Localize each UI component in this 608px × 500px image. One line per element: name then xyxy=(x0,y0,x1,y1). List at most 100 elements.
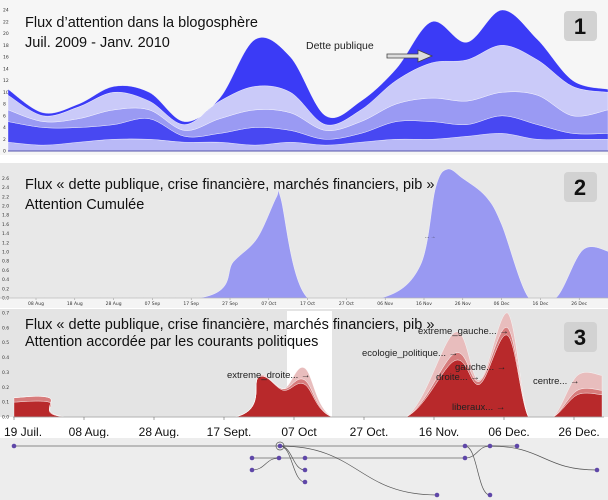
x-tick-label: 28 Aug. xyxy=(139,425,180,439)
x-tick-label: 27 Oct. xyxy=(350,425,389,439)
label-centre: centre... → xyxy=(533,376,579,387)
panel-1-subtitle: Juil. 2009 - Janv. 2010 xyxy=(25,35,170,51)
y-tick-label: 0.0 xyxy=(2,296,9,302)
y-tick-label: 2.2 xyxy=(2,194,9,200)
panel-2-cumulative-attention: 0.0 0.2 0.4 0.6 0.8 1.0 1.2 1.4 1.6 1.8 2.0 2.2 2.4 2… xyxy=(0,163,608,308)
x-tick-label: 08 Aug xyxy=(28,301,44,307)
y-tick-label: 2 xyxy=(3,137,6,143)
y-tick-label: 0.1 xyxy=(2,400,9,406)
panel-2-annotation: ... → xyxy=(425,234,436,240)
x-tick-label: 27 Oct xyxy=(339,301,354,307)
network-link xyxy=(279,445,438,496)
y-tick-label: 1.8 xyxy=(2,213,9,219)
x-tick-label: 07 Oct xyxy=(281,425,317,439)
x-tick-label: 17 Oct xyxy=(300,301,315,307)
y-tick-label: 0.2 xyxy=(2,286,9,292)
network-node xyxy=(302,455,308,461)
label-gauche: gauche... → xyxy=(455,362,506,373)
x-tick-label: 06 Dec. xyxy=(488,425,529,439)
network-node xyxy=(487,492,493,498)
network-node xyxy=(594,467,600,473)
network-node xyxy=(434,492,440,498)
x-tick-label: 18 Aug xyxy=(67,301,83,307)
x-tick-label: 07 Sep xyxy=(145,301,161,307)
x-tick-label: 26 Nov xyxy=(455,301,471,307)
network-node xyxy=(487,443,493,449)
y-tick-label: 1.6 xyxy=(2,222,9,228)
y-tick-label: 2.6 xyxy=(2,176,9,182)
x-tick-label: 06 Nov xyxy=(377,301,393,307)
label-extreme-gauche: extreme_gauche... → xyxy=(418,326,509,337)
network-node xyxy=(514,443,520,449)
label-liberaux: liberaux... → xyxy=(452,402,505,413)
network-node xyxy=(302,467,308,473)
network-node xyxy=(249,467,255,473)
panel-3-y-axis: 0.0 0.1 0.2 0.3 0.4 0.5 0.6 0.7 xyxy=(2,310,9,420)
network-node xyxy=(462,443,468,449)
panel-3-badge xyxy=(564,322,597,352)
x-tick-label: 28 Aug xyxy=(106,301,122,307)
panel-2-subtitle: Attention Cumulée xyxy=(25,197,144,213)
y-tick-label: 20 xyxy=(3,31,9,37)
dette-publique-annotation: Dette publique xyxy=(306,40,374,52)
x-tick-label: 16 Nov xyxy=(416,301,432,307)
y-tick-label: 10 xyxy=(3,90,9,96)
y-tick-label: 14 xyxy=(3,66,9,72)
x-tick-label: 16 Nov. xyxy=(419,425,459,439)
y-tick-label: 0.5 xyxy=(2,340,9,346)
y-tick-label: 18 xyxy=(3,43,9,49)
label-ecologie-politique: ecologie_politique... → xyxy=(362,348,458,359)
panel-2-y-axis: 0.0 0.2 0.4 0.6 0.8 1.0 1.2 1.4 1.6 1.8 2.0 2.2 2.4 2… xyxy=(2,176,9,302)
y-tick-label: 1.0 xyxy=(2,250,9,256)
y-tick-label: 0.3 xyxy=(2,370,9,376)
network-node xyxy=(276,455,282,461)
link-network xyxy=(0,438,608,500)
y-tick-label: 2.0 xyxy=(2,204,9,210)
x-tick-label: 26 Dec. xyxy=(558,425,599,439)
stream-series-5 xyxy=(7,9,608,126)
panel-2-axis-strip xyxy=(0,298,608,308)
y-tick-label: 24 xyxy=(3,8,9,14)
network-node xyxy=(277,443,283,449)
panel-2-badge xyxy=(564,172,597,202)
network-node xyxy=(249,455,255,461)
panel-3-subtitle: Attention accordée par les courants poli… xyxy=(25,334,318,350)
y-tick-label: 22 xyxy=(3,19,9,25)
y-tick-label: 16 xyxy=(3,55,9,61)
label-extreme-droite: extreme_droite... → xyxy=(227,370,310,381)
network-selected-ring xyxy=(275,441,285,451)
y-tick-label: 1.2 xyxy=(2,240,9,246)
panel-2-x-axis: 08 Aug 18 Aug 28 Aug 07 Sep 17 Sep 27 Sep 07 O… xyxy=(28,298,588,307)
y-tick-label: 0.8 xyxy=(2,259,9,265)
dette-publique-arrow-icon xyxy=(386,49,434,63)
panel-3-title: Flux « dette publique, crise financière,… xyxy=(25,317,434,333)
y-tick-label: 0 xyxy=(3,149,6,155)
x-tick-label: 17 Sep xyxy=(183,301,199,307)
y-tick-label: 0.6 xyxy=(2,268,9,274)
network-link xyxy=(489,445,598,471)
x-tick-label: 19 Juil. xyxy=(4,425,42,439)
network-node xyxy=(302,479,308,485)
y-tick-label: 0.2 xyxy=(2,385,9,391)
x-tick-label: 27 Sep xyxy=(222,301,238,307)
y-tick-label: 12 xyxy=(3,78,9,84)
y-tick-label: 1.4 xyxy=(2,231,9,237)
network-link xyxy=(251,457,280,471)
y-tick-label: 0.7 xyxy=(2,310,9,316)
x-tick-label: 16 Dec xyxy=(532,301,548,307)
x-tick-label: 07 Oct xyxy=(261,301,276,307)
y-tick-label: 0.4 xyxy=(2,355,9,361)
panel-2-title: Flux « dette publique, crise financière,… xyxy=(25,177,434,193)
y-tick-label: 0.6 xyxy=(2,325,9,331)
network-node xyxy=(11,443,17,449)
y-tick-label: 0.4 xyxy=(2,277,9,283)
network-graph xyxy=(11,441,600,498)
y-tick-label: 8 xyxy=(3,102,6,108)
y-tick-label: 0.0 xyxy=(2,415,9,421)
y-tick-label: 4 xyxy=(3,125,6,131)
y-tick-label: 2.4 xyxy=(2,185,9,191)
panel-3-political-currents: 0.0 0.1 0.2 0.3 0.4 0.5 0.6 0.7 19 Juil. 08 Aug.… xyxy=(0,309,608,439)
